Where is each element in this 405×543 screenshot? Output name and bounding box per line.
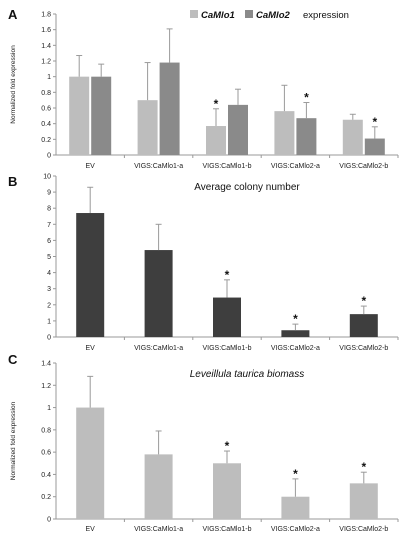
panel-a-category-label: VIGS:CaMlo2-b (339, 163, 388, 170)
panel-c-ytick-label: 0.8 (41, 427, 51, 434)
panel-c-series-bar (76, 407, 105, 519)
panel-b-category-label: VIGS:CaMlo1-a (134, 345, 183, 352)
panel-b-series-bar (144, 250, 173, 337)
panel-c-y-axis-label: Normalized fold expression (10, 401, 17, 480)
panel-b-ytick-label: 6 (47, 238, 51, 245)
panel-b-series-bar (349, 314, 378, 337)
panel-a-legend-label-2: CaMlo2 (256, 10, 291, 21)
panel-c-ytick-label: 1 (47, 405, 51, 412)
panel-a-series-2-bar (91, 76, 112, 155)
panel-b-ytick-label: 4 (47, 270, 51, 277)
panel-c-ytick-label: 1.2 (41, 383, 51, 390)
panel-c-series-bar (144, 454, 173, 519)
panel-b-series-bar (281, 330, 310, 337)
panel-a-ytick-label: 1.2 (41, 59, 51, 66)
panel-a-letter: A (8, 7, 18, 22)
panel-c-ytick-label: 0.6 (41, 450, 51, 457)
panel-b-series-significance-star: * (293, 312, 298, 326)
panel-a-ytick-label: 0.4 (41, 121, 51, 128)
panel-a-legend-suffix: expression (303, 10, 349, 21)
panel-a-series-1-bar (137, 100, 158, 155)
panel-b-category-label: VIGS:CaMlo2-a (271, 345, 320, 352)
panel-b-letter: B (8, 174, 17, 189)
panel-b-ytick-label: 10 (43, 174, 51, 181)
panel-c-title: Leveillula taurica biomass (190, 369, 305, 380)
panel-b-ytick-label: 9 (47, 190, 51, 197)
panel-a-legend-label-1: CaMlo1 (201, 10, 235, 21)
panel-a-ytick-label: 0.2 (41, 137, 51, 144)
panel-a-series-1-bar (274, 111, 295, 155)
panel-c-category-label: VIGS:CaMlo1-a (134, 526, 183, 533)
panel-a-ytick-label: 0 (47, 153, 51, 160)
panel-a-category-label: VIGS:CaMlo1-b (202, 163, 251, 170)
panel-a-ytick-label: 1.4 (41, 43, 51, 50)
panel-a-legend-swatch-1 (190, 10, 198, 18)
panel-a-series-2-bar (228, 104, 248, 155)
panel-c-series-bar (213, 463, 241, 519)
panel-a-ytick-label: 0.8 (41, 90, 51, 97)
panel-a-series-2-significance-star: * (372, 115, 377, 129)
panel-c-series-bar (281, 496, 310, 519)
panel-c-ytick-label: 0.4 (41, 472, 51, 479)
panel-a-category-label: VIGS:CaMlo1-a (134, 163, 183, 170)
panel-b-ytick-label: 5 (47, 254, 51, 261)
panel-c-ytick-label: 0.2 (41, 494, 51, 501)
panel-c-category-label: VIGS:CaMlo2-a (271, 526, 320, 533)
panel-b-category-label: VIGS:CaMlo2-b (339, 345, 388, 352)
panel-c-category-label: VIGS:CaMlo1-b (202, 526, 251, 533)
panel-b-ytick-label: 1 (47, 318, 51, 325)
panel-c-category-label: VIGS:CaMlo2-b (339, 526, 388, 533)
panel-b-series-bar (213, 297, 241, 337)
panel-a-series-1-bar (69, 76, 90, 155)
panel-a-series-2-bar (364, 138, 385, 155)
panel-c-category-label: EV (86, 526, 96, 533)
panel-a-ytick-label: 1.8 (41, 12, 51, 19)
panel-c-letter: C (8, 352, 18, 367)
panel-c-series-significance-star: * (293, 467, 298, 481)
panel-b-title: Average colony number (194, 182, 300, 193)
panel-c-ytick-label: 1.4 (41, 361, 51, 368)
panel-b-series-bar (76, 213, 105, 337)
panel-a-series-1-bar (206, 126, 226, 155)
panel-a-ytick-label: 1.6 (41, 27, 51, 34)
panel-a-y-axis-label: Normalized fold expression (10, 45, 17, 124)
panel-a-series-2-bar (159, 62, 180, 155)
panel-b-category-label: VIGS:CaMlo1-b (202, 345, 251, 352)
panel-b-category-label: EV (86, 345, 96, 352)
panel-c-series-significance-star: * (361, 460, 366, 474)
panel-a-series-1-significance-star: * (214, 97, 219, 111)
panel-c-ytick-label: 0 (47, 517, 51, 524)
panel-b-ytick-label: 2 (47, 302, 51, 309)
panel-a-legend-swatch-2 (245, 10, 253, 18)
panel-b-ytick-label: 0 (47, 335, 51, 342)
panel-a-series-1-bar (342, 119, 363, 155)
panel-c-series-bar (349, 483, 378, 519)
panel-b-series-significance-star: * (361, 294, 366, 308)
panel-a-series-2-bar (296, 118, 317, 155)
panel-a-series-2-significance-star: * (304, 91, 309, 105)
panel-a-category-label: VIGS:CaMlo2-a (271, 163, 320, 170)
panel-b-ytick-label: 3 (47, 286, 51, 293)
panel-b-series-significance-star: * (225, 268, 230, 282)
panel-a-category-label: EV (86, 163, 96, 170)
panel-b-ytick-label: 7 (47, 222, 51, 229)
panel-a-ytick-label: 1 (47, 74, 51, 81)
panel-b-ytick-label: 8 (47, 206, 51, 213)
panel-a-ytick-label: 0.6 (41, 106, 51, 113)
panel-c-series-significance-star: * (225, 439, 230, 453)
